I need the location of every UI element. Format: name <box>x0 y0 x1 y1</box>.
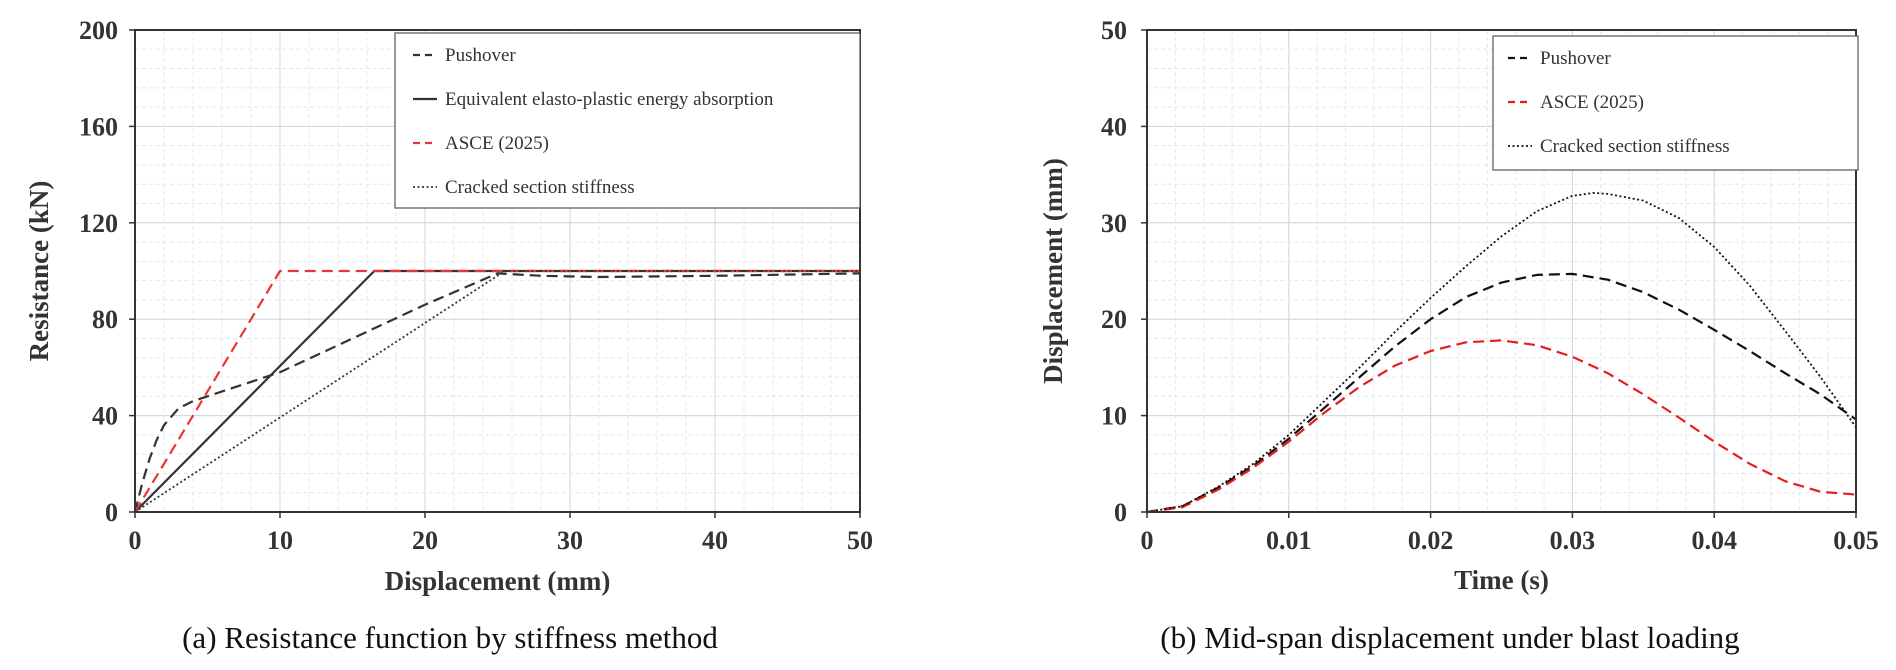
y-tick-label: 0 <box>105 498 118 527</box>
x-tick-label: 0.04 <box>1691 526 1737 555</box>
legend-label: Cracked section stiffness <box>1540 136 1730 157</box>
y-axis-title: Displacement (mm) <box>1038 158 1068 384</box>
y-axis-title: Resistance (kN) <box>24 181 54 362</box>
series-line-cracked-section-stiffness <box>1146 191 1857 513</box>
series-line-asce-2025 <box>134 269 860 513</box>
y-tick-label: 40 <box>1101 112 1127 141</box>
x-tick-label: 0.05 <box>1833 526 1879 555</box>
series-line-pushover <box>133 272 861 513</box>
x-tick-label: 0.01 <box>1266 526 1312 555</box>
legend-label: Equivalent elasto-plastic energy absorpt… <box>445 89 774 110</box>
x-axis-title: Displacement (mm) <box>385 566 611 596</box>
chart-b-midspan-displacement: 0 0.01 0.02 0.03 0.04 0.05 0 10 20 30 40 50 Time (s)… <box>1038 16 1879 595</box>
legend-label: Pushover <box>445 45 516 66</box>
x-tick-label: 0 <box>129 526 142 555</box>
chart-a-resistance-function: 0 10 20 30 40 50 0 40 80 120 160 200 Displacement (m… <box>24 16 873 596</box>
legend-box <box>394 32 861 209</box>
y-tick-label: 160 <box>79 112 118 141</box>
legend-label: Cracked section stiffness <box>445 177 635 198</box>
x-tick-label: 50 <box>847 526 873 555</box>
y-tick-label: 20 <box>1101 305 1127 334</box>
series-line-equivalent-elasto-plastic-energy-absorption <box>134 269 860 513</box>
x-tick-label: 0.02 <box>1408 526 1454 555</box>
caption-chart-a: (a) Resistance function by stiffness met… <box>182 620 718 655</box>
y-tick-label: 40 <box>92 402 118 431</box>
x-tick-label: 20 <box>412 526 438 555</box>
series-line-pushover <box>1146 272 1857 514</box>
x-tick-label: 0.03 <box>1550 526 1596 555</box>
y-tick-label: 10 <box>1101 402 1127 431</box>
legend-box <box>1492 35 1859 171</box>
x-tick-label: 0 <box>1141 526 1154 555</box>
legend-label: ASCE (2025) <box>445 133 549 154</box>
y-tick-label: 50 <box>1101 16 1127 45</box>
y-tick-label: 80 <box>92 305 118 334</box>
y-tick-label: 200 <box>79 16 118 45</box>
caption-chart-b: (b) Mid-span displacement under blast lo… <box>1160 620 1739 655</box>
y-tick-label: 0 <box>1114 498 1127 527</box>
plot-frame <box>134 29 861 513</box>
plot-frame <box>1146 29 1857 513</box>
x-tick-label: 40 <box>702 526 728 555</box>
series-line-asce-2025 <box>1146 339 1857 514</box>
x-tick-label: 10 <box>267 526 293 555</box>
x-axis-title: Time (s) <box>1454 565 1549 595</box>
y-tick-label: 30 <box>1101 209 1127 238</box>
legend-label: ASCE (2025) <box>1540 92 1644 113</box>
legend-label: Pushover <box>1540 48 1611 69</box>
y-tick-label: 120 <box>79 209 118 238</box>
x-tick-label: 30 <box>557 526 583 555</box>
series-line-cracked-section-stiffness <box>134 270 860 513</box>
